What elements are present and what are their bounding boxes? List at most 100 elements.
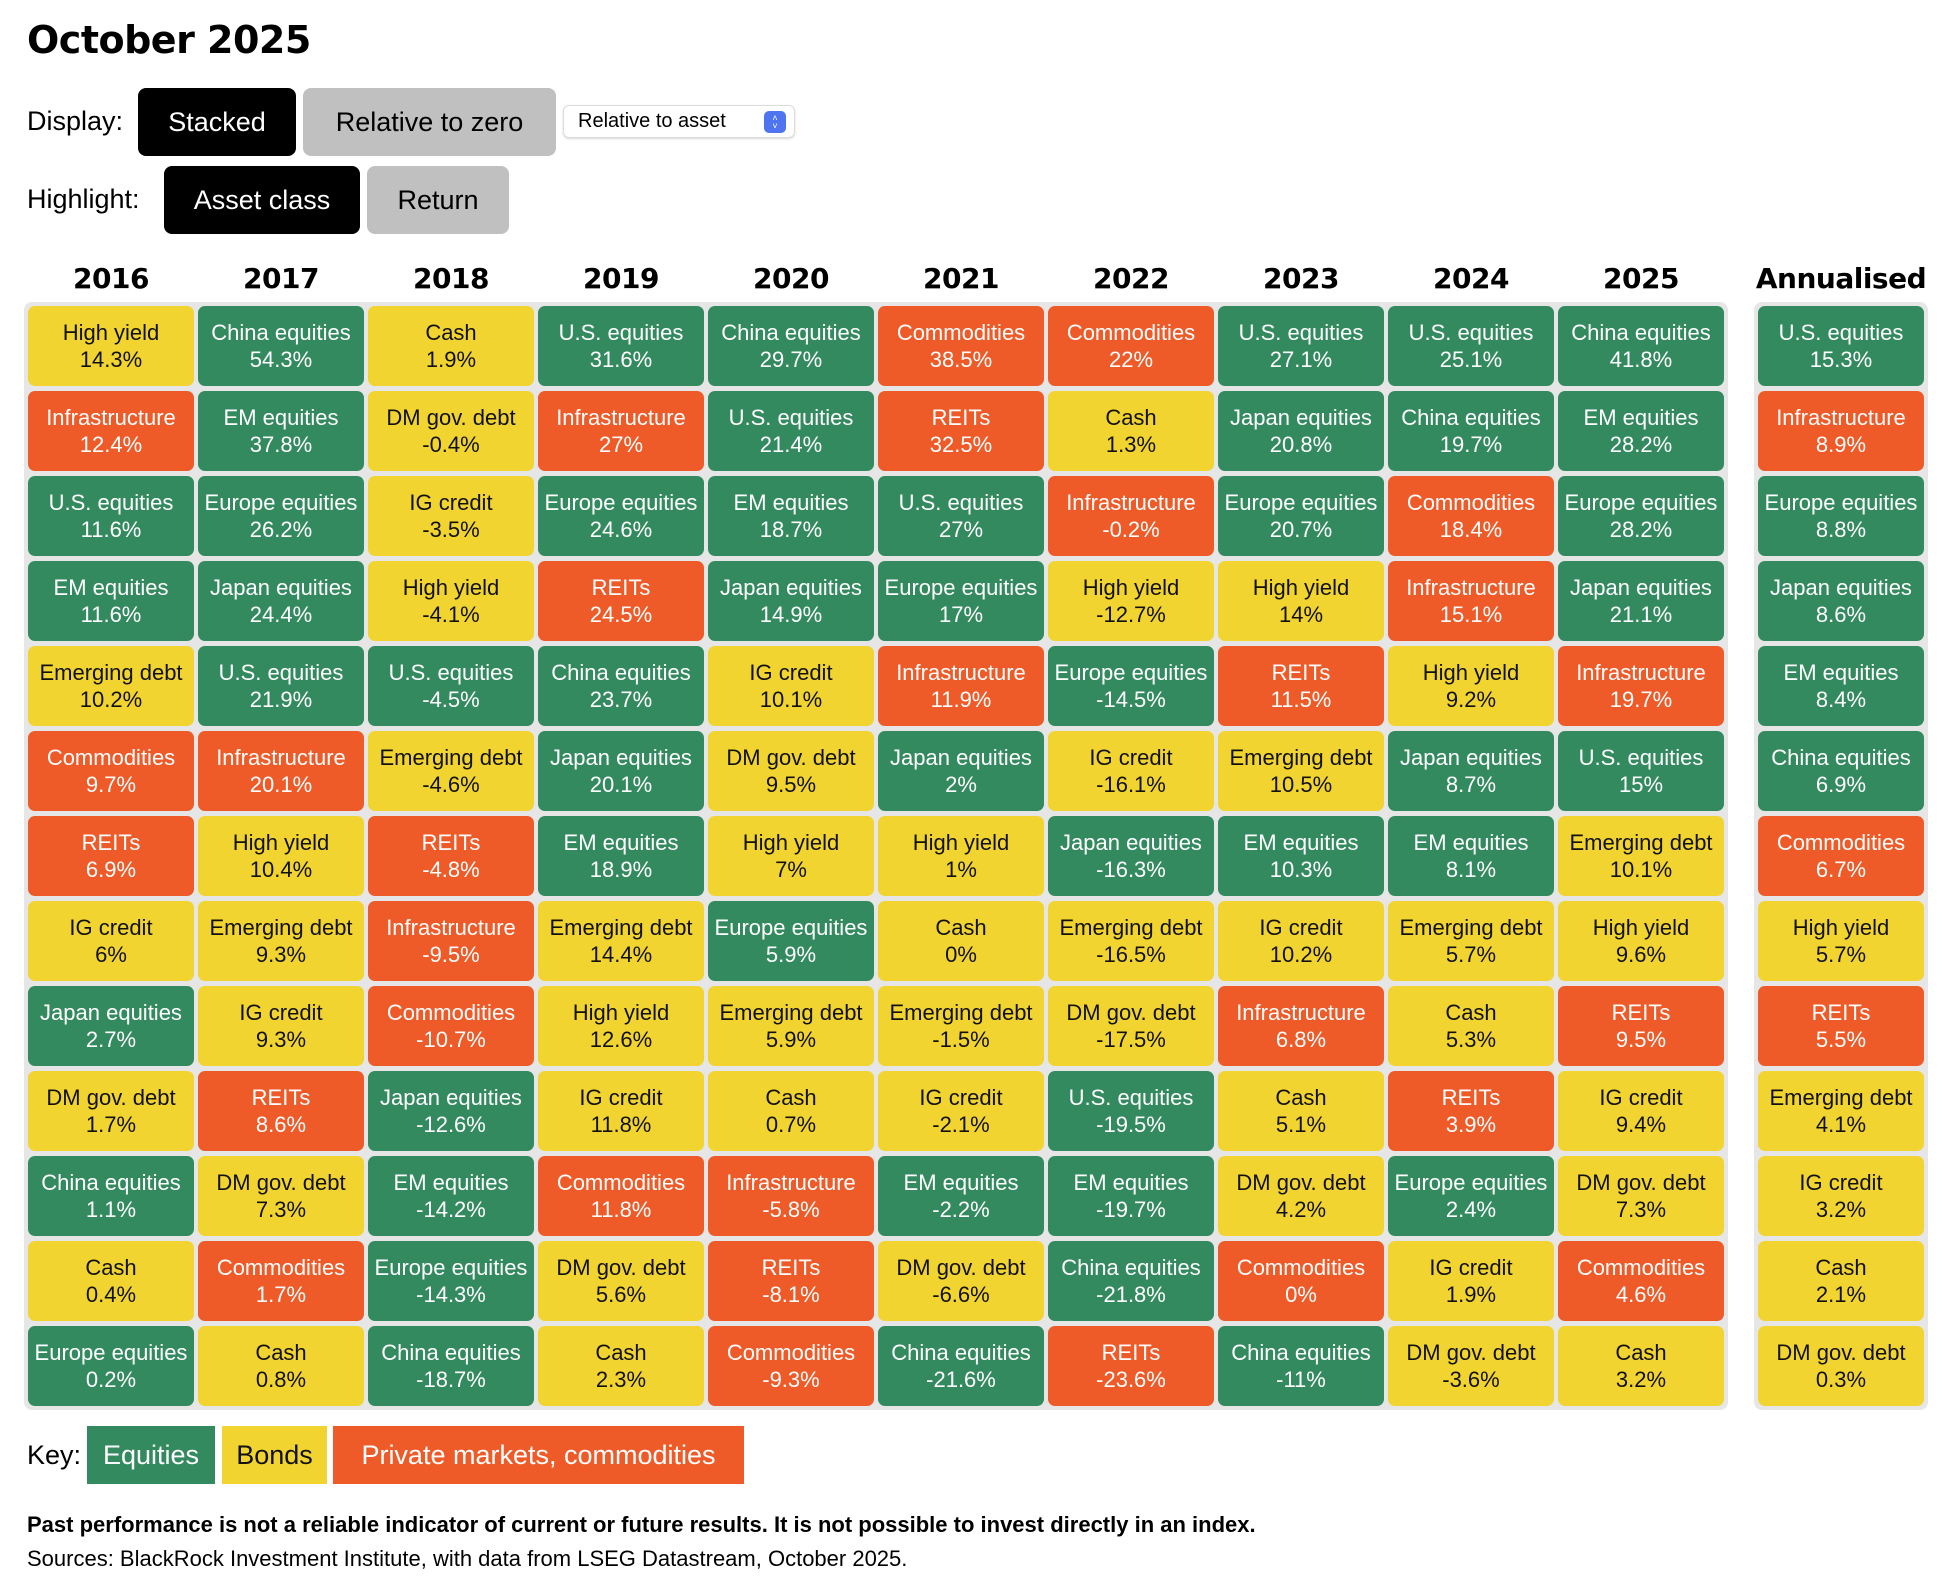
return-cell[interactable]: REITs 8.6% (198, 1071, 364, 1151)
return-cell[interactable]: High yield 14.3% (28, 306, 194, 386)
return-cell[interactable]: DM gov. debt 0.3% (1758, 1326, 1924, 1406)
return-cell[interactable]: DM gov. debt -6.6% (878, 1241, 1044, 1321)
return-cell[interactable]: EM equities 11.6% (28, 561, 194, 641)
return-cell[interactable]: Emerging debt 5.7% (1388, 901, 1554, 981)
return-cell[interactable]: High yield 5.7% (1758, 901, 1924, 981)
return-cell[interactable]: REITs 6.9% (28, 816, 194, 896)
return-cell[interactable]: DM gov. debt 9.5% (708, 731, 874, 811)
return-cell[interactable]: U.S. equities 31.6% (538, 306, 704, 386)
return-cell[interactable]: Europe equities -14.3% (368, 1241, 534, 1321)
return-cell[interactable]: Japan equities 8.6% (1758, 561, 1924, 641)
return-cell[interactable]: Japan equities -12.6% (368, 1071, 534, 1151)
return-cell[interactable]: REITs -4.8% (368, 816, 534, 896)
return-cell[interactable]: U.S. equities 15.3% (1758, 306, 1924, 386)
return-cell[interactable]: REITs -8.1% (708, 1241, 874, 1321)
return-cell[interactable]: DM gov. debt -0.4% (368, 391, 534, 471)
return-cell[interactable]: U.S. equities 25.1% (1388, 306, 1554, 386)
return-cell[interactable]: High yield -4.1% (368, 561, 534, 641)
return-cell[interactable]: High yield 7% (708, 816, 874, 896)
return-cell[interactable]: High yield 9.2% (1388, 646, 1554, 726)
return-cell[interactable]: Europe equities 17% (878, 561, 1044, 641)
return-cell[interactable]: IG credit 6% (28, 901, 194, 981)
return-cell[interactable]: IG credit 10.2% (1218, 901, 1384, 981)
return-cell[interactable]: Commodities 22% (1048, 306, 1214, 386)
return-cell[interactable]: Commodities -10.7% (368, 986, 534, 1066)
return-cell[interactable]: Europe equities 24.6% (538, 476, 704, 556)
return-cell[interactable]: Japan equities -16.3% (1048, 816, 1214, 896)
return-cell[interactable]: Europe equities -14.5% (1048, 646, 1214, 726)
return-cell[interactable]: REITs 24.5% (538, 561, 704, 641)
return-cell[interactable]: China equities 19.7% (1388, 391, 1554, 471)
return-cell[interactable]: EM equities 37.8% (198, 391, 364, 471)
return-cell[interactable]: IG credit 10.1% (708, 646, 874, 726)
return-cell[interactable]: IG credit -16.1% (1048, 731, 1214, 811)
return-cell[interactable]: Emerging debt 4.1% (1758, 1071, 1924, 1151)
return-cell[interactable]: Japan equities 20.1% (538, 731, 704, 811)
return-cell[interactable]: Emerging debt 9.3% (198, 901, 364, 981)
return-cell[interactable]: DM gov. debt 7.3% (198, 1156, 364, 1236)
return-cell[interactable]: Infrastructure 11.9% (878, 646, 1044, 726)
return-cell[interactable]: Commodities 9.7% (28, 731, 194, 811)
return-cell[interactable]: China equities 29.7% (708, 306, 874, 386)
return-cell[interactable]: Emerging debt 10.1% (1558, 816, 1724, 896)
return-cell[interactable]: DM gov. debt 5.6% (538, 1241, 704, 1321)
return-cell[interactable]: Infrastructure 15.1% (1388, 561, 1554, 641)
return-cell[interactable]: EM equities -19.7% (1048, 1156, 1214, 1236)
return-cell[interactable]: Infrastructure 19.7% (1558, 646, 1724, 726)
return-cell[interactable]: Infrastructure -9.5% (368, 901, 534, 981)
return-cell[interactable]: U.S. equities -4.5% (368, 646, 534, 726)
return-cell[interactable]: Cash 5.3% (1388, 986, 1554, 1066)
return-cell[interactable]: High yield 9.6% (1558, 901, 1724, 981)
return-cell[interactable]: EM equities 8.4% (1758, 646, 1924, 726)
return-cell[interactable]: China equities -11% (1218, 1326, 1384, 1406)
return-cell[interactable]: Emerging debt 14.4% (538, 901, 704, 981)
return-cell[interactable]: Commodities 1.7% (198, 1241, 364, 1321)
return-cell[interactable]: EM equities 8.1% (1388, 816, 1554, 896)
return-cell[interactable]: EM equities -14.2% (368, 1156, 534, 1236)
return-cell[interactable]: Cash 2.3% (538, 1326, 704, 1406)
return-cell[interactable]: REITs 5.5% (1758, 986, 1924, 1066)
return-cell[interactable]: U.S. equities 27.1% (1218, 306, 1384, 386)
return-cell[interactable]: Commodities 38.5% (878, 306, 1044, 386)
return-cell[interactable]: Emerging debt -4.6% (368, 731, 534, 811)
return-cell[interactable]: Infrastructure 20.1% (198, 731, 364, 811)
return-cell[interactable]: EM equities 18.9% (538, 816, 704, 896)
return-cell[interactable]: Infrastructure 8.9% (1758, 391, 1924, 471)
return-cell[interactable]: Japan equities 2.7% (28, 986, 194, 1066)
return-cell[interactable]: Cash 2.1% (1758, 1241, 1924, 1321)
return-cell[interactable]: DM gov. debt 1.7% (28, 1071, 194, 1151)
return-cell[interactable]: China equities -18.7% (368, 1326, 534, 1406)
return-cell[interactable]: REITs -23.6% (1048, 1326, 1214, 1406)
return-cell[interactable]: Infrastructure 6.8% (1218, 986, 1384, 1066)
return-cell[interactable]: Europe equities 0.2% (28, 1326, 194, 1406)
return-cell[interactable]: REITs 9.5% (1558, 986, 1724, 1066)
return-cell[interactable]: U.S. equities 27% (878, 476, 1044, 556)
highlight-asset-class-button[interactable]: Asset class (164, 166, 360, 234)
return-cell[interactable]: Japan equities 8.7% (1388, 731, 1554, 811)
return-cell[interactable]: REITs 3.9% (1388, 1071, 1554, 1151)
display-stacked-button[interactable]: Stacked (138, 88, 296, 156)
return-cell[interactable]: Europe equities 8.8% (1758, 476, 1924, 556)
return-cell[interactable]: Japan equities 24.4% (198, 561, 364, 641)
return-cell[interactable]: Cash 0.4% (28, 1241, 194, 1321)
return-cell[interactable]: DM gov. debt 4.2% (1218, 1156, 1384, 1236)
display-relative-to-zero-button[interactable]: Relative to zero (303, 88, 556, 156)
return-cell[interactable]: DM gov. debt -3.6% (1388, 1326, 1554, 1406)
return-cell[interactable]: Emerging debt 10.5% (1218, 731, 1384, 811)
return-cell[interactable]: Commodities 18.4% (1388, 476, 1554, 556)
return-cell[interactable]: Cash 0% (878, 901, 1044, 981)
return-cell[interactable]: China equities 23.7% (538, 646, 704, 726)
return-cell[interactable]: Europe equities 5.9% (708, 901, 874, 981)
return-cell[interactable]: U.S. equities 21.9% (198, 646, 364, 726)
return-cell[interactable]: Cash 1.9% (368, 306, 534, 386)
return-cell[interactable]: China equities 6.9% (1758, 731, 1924, 811)
return-cell[interactable]: Emerging debt 10.2% (28, 646, 194, 726)
return-cell[interactable]: Japan equities 14.9% (708, 561, 874, 641)
return-cell[interactable]: High yield 12.6% (538, 986, 704, 1066)
return-cell[interactable]: Emerging debt 5.9% (708, 986, 874, 1066)
return-cell[interactable]: Emerging debt -16.5% (1048, 901, 1214, 981)
return-cell[interactable]: Infrastructure -5.8% (708, 1156, 874, 1236)
return-cell[interactable]: Cash 0.7% (708, 1071, 874, 1151)
return-cell[interactable]: China equities 1.1% (28, 1156, 194, 1236)
return-cell[interactable]: Europe equities 20.7% (1218, 476, 1384, 556)
